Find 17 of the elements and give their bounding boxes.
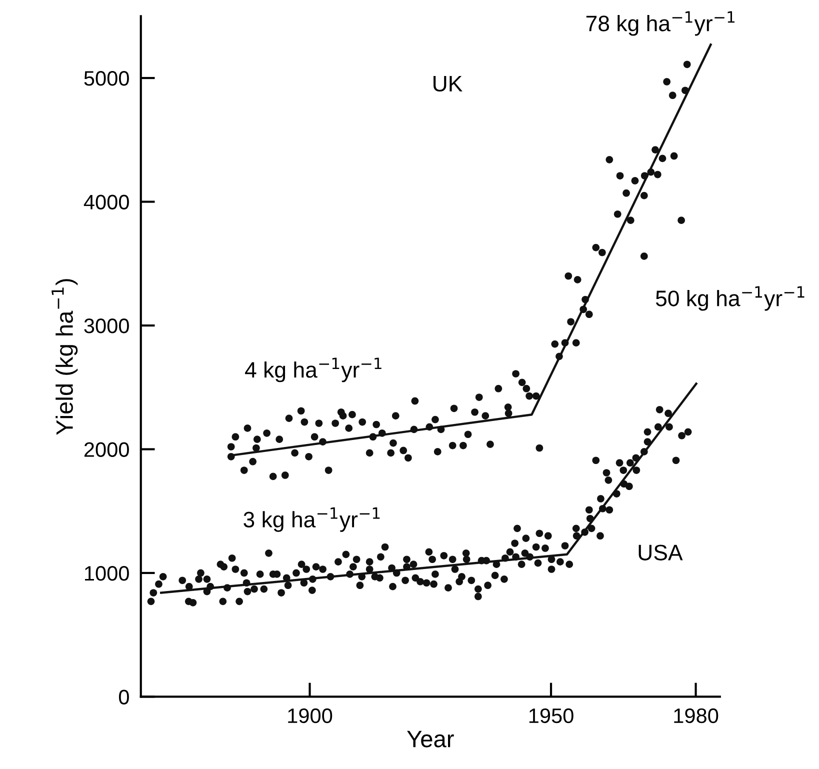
annotation: 50 kg ha$^{−1}$yr$^{−1}$	[656, 286, 804, 311]
y-tick-label: 1000	[85, 566, 129, 581]
y-axis-title: Yield (kg ha$^{−1}$)	[52, 279, 78, 435]
x-tick-label: 1950	[529, 708, 574, 724]
annotation: UK	[434, 76, 462, 92]
x-axis-title: Year	[407, 730, 454, 748]
y-tick-label: 5000	[84, 71, 129, 86]
annotation: 78 kg ha$^{−1}$yr$^{−1}$	[586, 11, 734, 36]
x-tick-label: 1980	[674, 708, 718, 724]
y-tick-label: 2000	[84, 442, 129, 457]
y-tick-label: 0	[118, 690, 129, 704]
series-label: USA	[638, 544, 683, 560]
x-tick-label: 1900	[288, 708, 332, 724]
annotation: 4 kg ha$^{−1}$yr$^{−1}$	[245, 358, 382, 382]
y-tick-label: 4000	[84, 194, 129, 210]
y-tick-label: 3000	[84, 318, 129, 334]
annotation: 3 kg ha$^{−1}$yr$^{−1}$	[244, 507, 380, 532]
